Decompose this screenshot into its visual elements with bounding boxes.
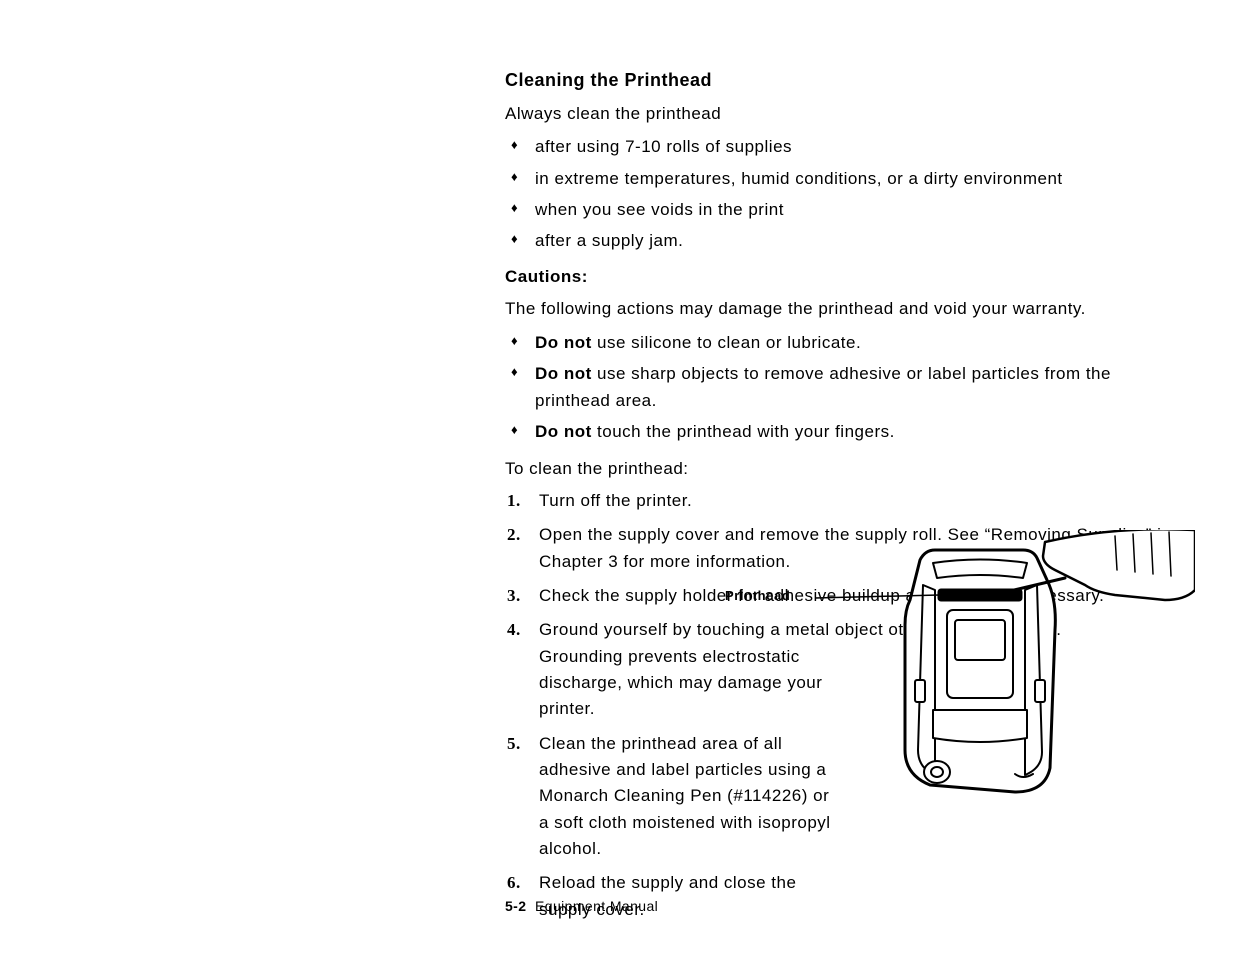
list-item: Do not use sharp objects to remove adhes… [505,360,1175,414]
step4-line2: Grounding prevents electrostatic dischar… [539,644,839,723]
list-item: after a supply jam. [505,227,1175,254]
list-item: when you see voids in the print [505,196,1175,223]
caution-text: use silicone to clean or lubricate. [592,333,861,352]
caution-text: touch the printhead with your fingers. [592,422,895,441]
step-item: Reload the supply and close the supply c… [505,870,839,923]
list-item: Do not use silicone to clean or lubricat… [505,329,1175,356]
list-item: after using 7-10 rolls of supplies [505,133,1175,160]
figure-label-printhead: Printhead [725,588,790,603]
when-to-clean-list: after using 7-10 rolls of supplies in ex… [505,133,1175,254]
cautions-list: Do not use silicone to clean or lubricat… [505,329,1175,446]
document-page: Cleaning the Printhead Always clean the … [0,0,1235,954]
page-footer: 5-2 Equipment Manual [505,898,658,914]
footer-title-text: Equipment Manual [535,898,658,914]
page-number: 5-2 [505,898,526,914]
emphasis-do-not: Do not [535,333,592,352]
list-item: in extreme temperatures, humid condition… [505,165,1175,192]
cautions-intro: The following actions may damage the pri… [505,296,1175,322]
printer-illustration-icon [815,530,1195,800]
intro-paragraph: Always clean the printhead [505,101,1175,127]
cautions-heading: Cautions: [505,264,1175,290]
list-item: Do not touch the printhead with your fin… [505,418,1175,445]
step-item: Turn off the printer. [505,488,1175,514]
emphasis-do-not: Do not [535,364,592,383]
to-clean-label: To clean the printhead: [505,456,1175,482]
step-item: Clean the printhead area of all adhesive… [505,731,839,863]
printhead-figure: Printhead [815,530,1195,800]
section-heading: Cleaning the Printhead [505,70,1175,91]
caution-text: use sharp objects to remove adhesive or … [535,364,1111,410]
emphasis-do-not: Do not [535,422,592,441]
